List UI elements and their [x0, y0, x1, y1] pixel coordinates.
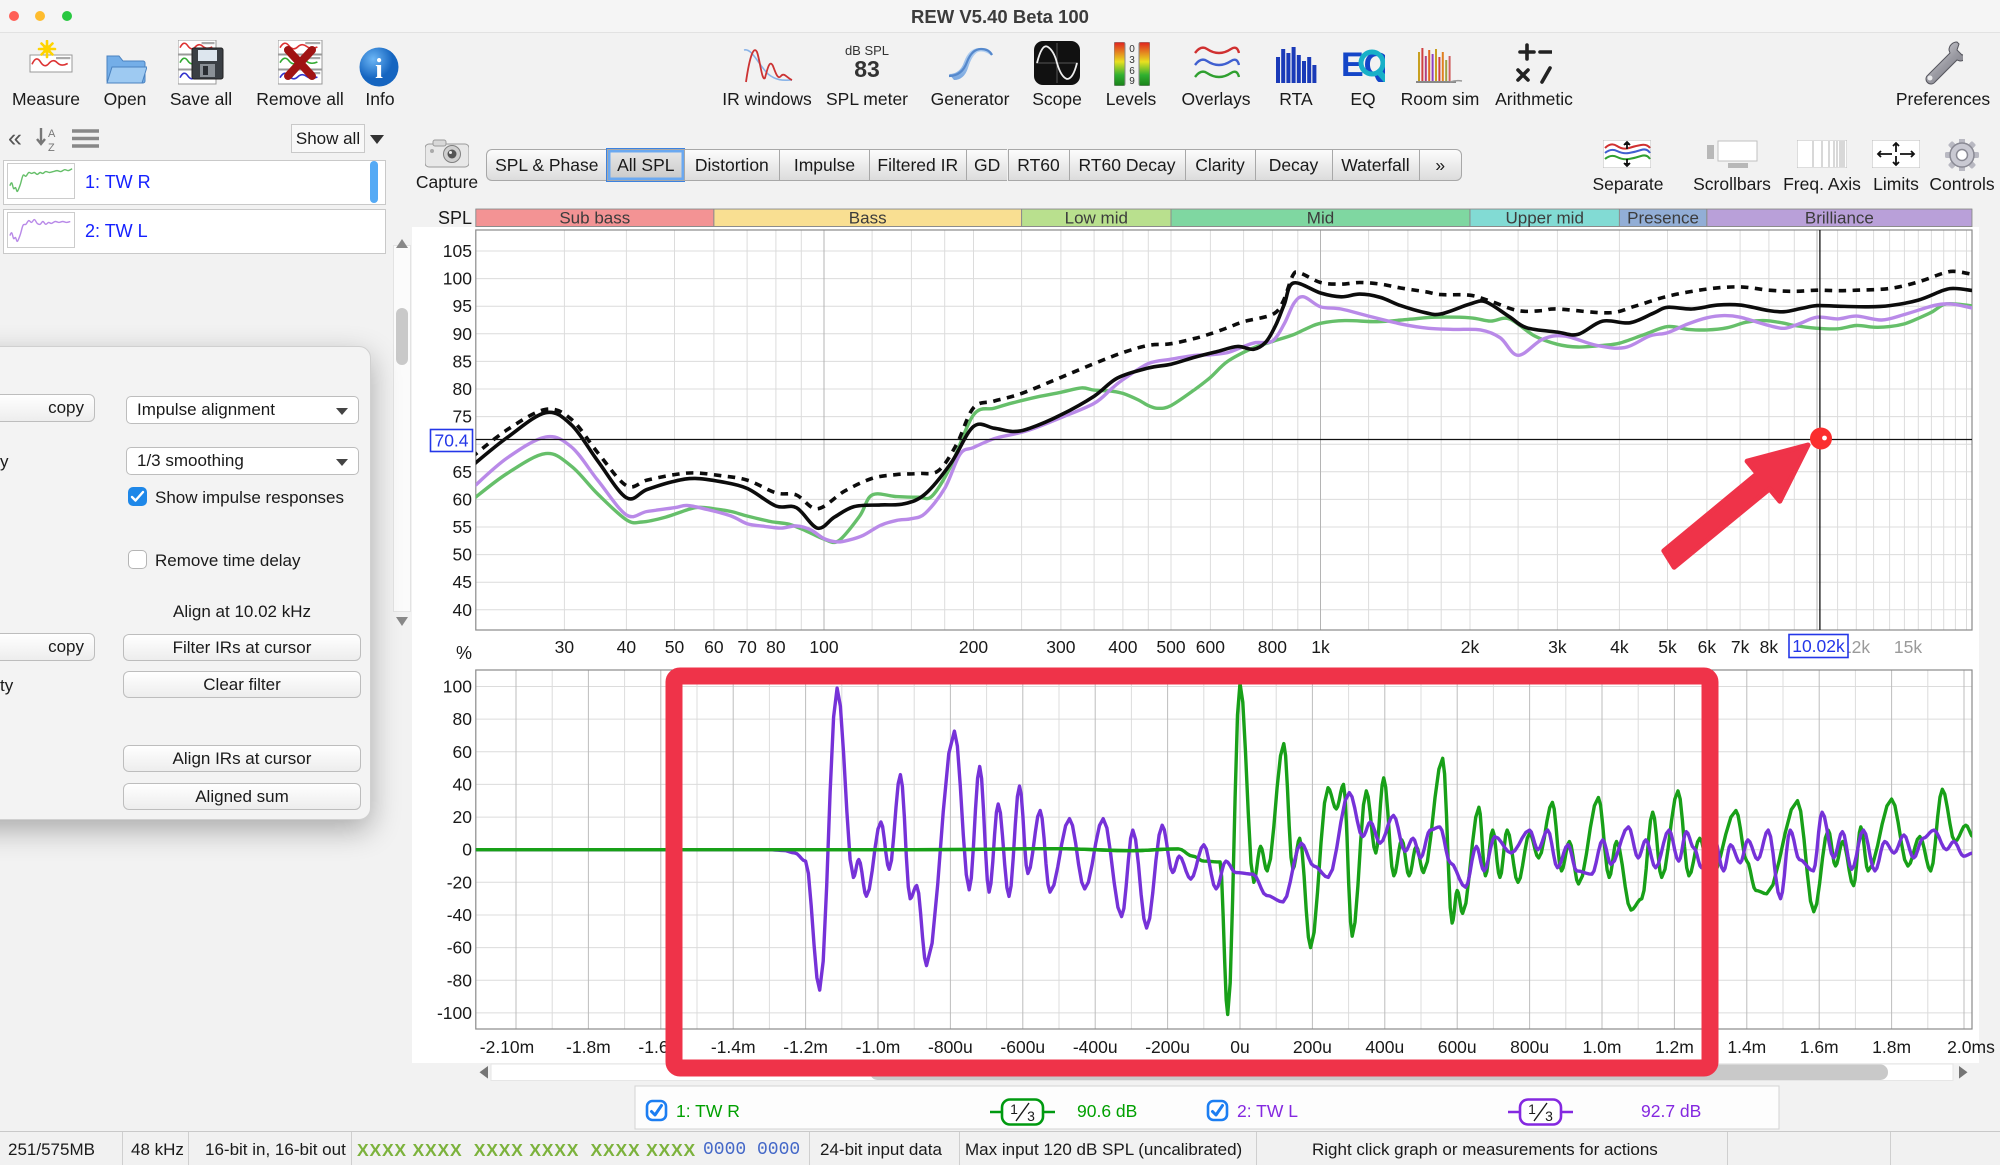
svg-text:Mid: Mid	[1307, 209, 1334, 228]
svg-text:1.2m: 1.2m	[1655, 1037, 1694, 1057]
svg-text:7k: 7k	[1731, 637, 1750, 657]
svg-text:90.6 dB: 90.6 dB	[1077, 1101, 1137, 1121]
svg-text:Sub bass: Sub bass	[559, 209, 630, 228]
svg-text:15k: 15k	[1894, 637, 1922, 657]
svg-text:3: 3	[1545, 1108, 1553, 1124]
svg-text:Low mid: Low mid	[1065, 209, 1128, 228]
svg-text:Upper mid: Upper mid	[1505, 209, 1583, 228]
svg-text:0: 0	[1129, 44, 1135, 55]
svg-text:-2.10m: -2.10m	[480, 1037, 534, 1057]
svg-text:10.02k: 10.02k	[1792, 636, 1845, 656]
svg-text:1: TW R: 1: TW R	[676, 1101, 740, 1121]
svg-text:80: 80	[453, 709, 473, 729]
svg-text:1.8m: 1.8m	[1872, 1037, 1911, 1057]
svg-text:60: 60	[453, 742, 473, 762]
svg-text:600: 600	[1196, 637, 1225, 657]
svg-text:600u: 600u	[1438, 1037, 1477, 1057]
svg-text:60: 60	[453, 489, 473, 509]
svg-text:-600u: -600u	[1000, 1037, 1045, 1057]
svg-text:A: A	[48, 128, 56, 140]
svg-text:100: 100	[443, 269, 472, 289]
svg-text:Presence: Presence	[1627, 209, 1699, 228]
svg-text:100: 100	[443, 677, 472, 697]
svg-text:Brilliance: Brilliance	[1805, 209, 1874, 228]
svg-text:-800u: -800u	[928, 1037, 973, 1057]
svg-text:-80: -80	[447, 970, 473, 990]
svg-text:3: 3	[1027, 1108, 1035, 1124]
svg-text:300: 300	[1046, 637, 1075, 657]
svg-text:95: 95	[453, 296, 472, 316]
svg-text:-1.4m: -1.4m	[711, 1037, 756, 1057]
svg-text:Z: Z	[48, 142, 55, 152]
svg-text:50: 50	[665, 637, 685, 657]
svg-text:-200u: -200u	[1145, 1037, 1190, 1057]
svg-text:40: 40	[617, 637, 637, 657]
svg-text:65: 65	[453, 462, 472, 482]
svg-text:-400u: -400u	[1073, 1037, 1118, 1057]
svg-text:2k: 2k	[1461, 637, 1480, 657]
svg-text:-1.2m: -1.2m	[783, 1037, 828, 1057]
svg-text:4k: 4k	[1610, 637, 1629, 657]
svg-text:%: %	[456, 643, 472, 663]
svg-text:6k: 6k	[1698, 637, 1717, 657]
svg-text:70.4: 70.4	[434, 431, 468, 451]
svg-text:Bass: Bass	[849, 209, 887, 228]
svg-text:200u: 200u	[1293, 1037, 1332, 1057]
svg-text:9: 9	[1129, 76, 1135, 86]
svg-text:80: 80	[766, 637, 786, 657]
svg-text:1: 1	[1528, 1101, 1536, 1117]
svg-text:2: TW L: 2: TW L	[1237, 1101, 1298, 1121]
svg-text:2.0ms: 2.0ms	[1947, 1037, 1995, 1057]
svg-text:55: 55	[453, 517, 472, 537]
svg-text:60: 60	[704, 637, 724, 657]
svg-text:6: 6	[1129, 66, 1135, 77]
svg-text:200: 200	[959, 637, 988, 657]
svg-text:40: 40	[453, 774, 473, 794]
svg-text:0: 0	[462, 840, 472, 860]
svg-text:400u: 400u	[1365, 1037, 1404, 1057]
svg-text:1: 1	[1010, 1101, 1018, 1117]
svg-text:1k: 1k	[1311, 637, 1330, 657]
svg-text:30: 30	[555, 637, 575, 657]
svg-text:-1.0m: -1.0m	[856, 1037, 901, 1057]
svg-text:-20: -20	[447, 872, 473, 892]
svg-text:500: 500	[1156, 637, 1185, 657]
svg-text:40: 40	[453, 600, 473, 620]
svg-text:800u: 800u	[1510, 1037, 1549, 1057]
svg-text:400: 400	[1108, 637, 1137, 657]
svg-text:1.6m: 1.6m	[1800, 1037, 1839, 1057]
svg-text:800: 800	[1258, 637, 1287, 657]
svg-text:1.0m: 1.0m	[1583, 1037, 1622, 1057]
svg-text:45: 45	[453, 572, 472, 592]
svg-text:i: i	[375, 54, 383, 85]
svg-text:SPL: SPL	[438, 208, 472, 228]
svg-text:100: 100	[809, 637, 838, 657]
svg-text:85: 85	[453, 351, 472, 371]
svg-text:90: 90	[453, 324, 473, 344]
svg-text:-1.8m: -1.8m	[566, 1037, 611, 1057]
svg-text:20: 20	[453, 807, 473, 827]
svg-text:50: 50	[453, 545, 473, 565]
svg-text:80: 80	[453, 379, 473, 399]
svg-text:3k: 3k	[1548, 637, 1567, 657]
svg-text:0u: 0u	[1230, 1037, 1249, 1057]
svg-text:75: 75	[453, 407, 472, 427]
svg-text:-40: -40	[447, 905, 473, 925]
svg-text:5k: 5k	[1658, 637, 1677, 657]
svg-text:8k: 8k	[1760, 637, 1779, 657]
svg-text:105: 105	[443, 241, 472, 261]
svg-text:3: 3	[1129, 55, 1135, 66]
svg-text:1.4m: 1.4m	[1727, 1037, 1766, 1057]
svg-text:12k: 12k	[1842, 637, 1870, 657]
svg-text:-100: -100	[437, 1003, 472, 1023]
svg-text:92.7 dB: 92.7 dB	[1641, 1101, 1701, 1121]
svg-text:-60: -60	[447, 938, 473, 958]
svg-text:70: 70	[737, 637, 757, 657]
